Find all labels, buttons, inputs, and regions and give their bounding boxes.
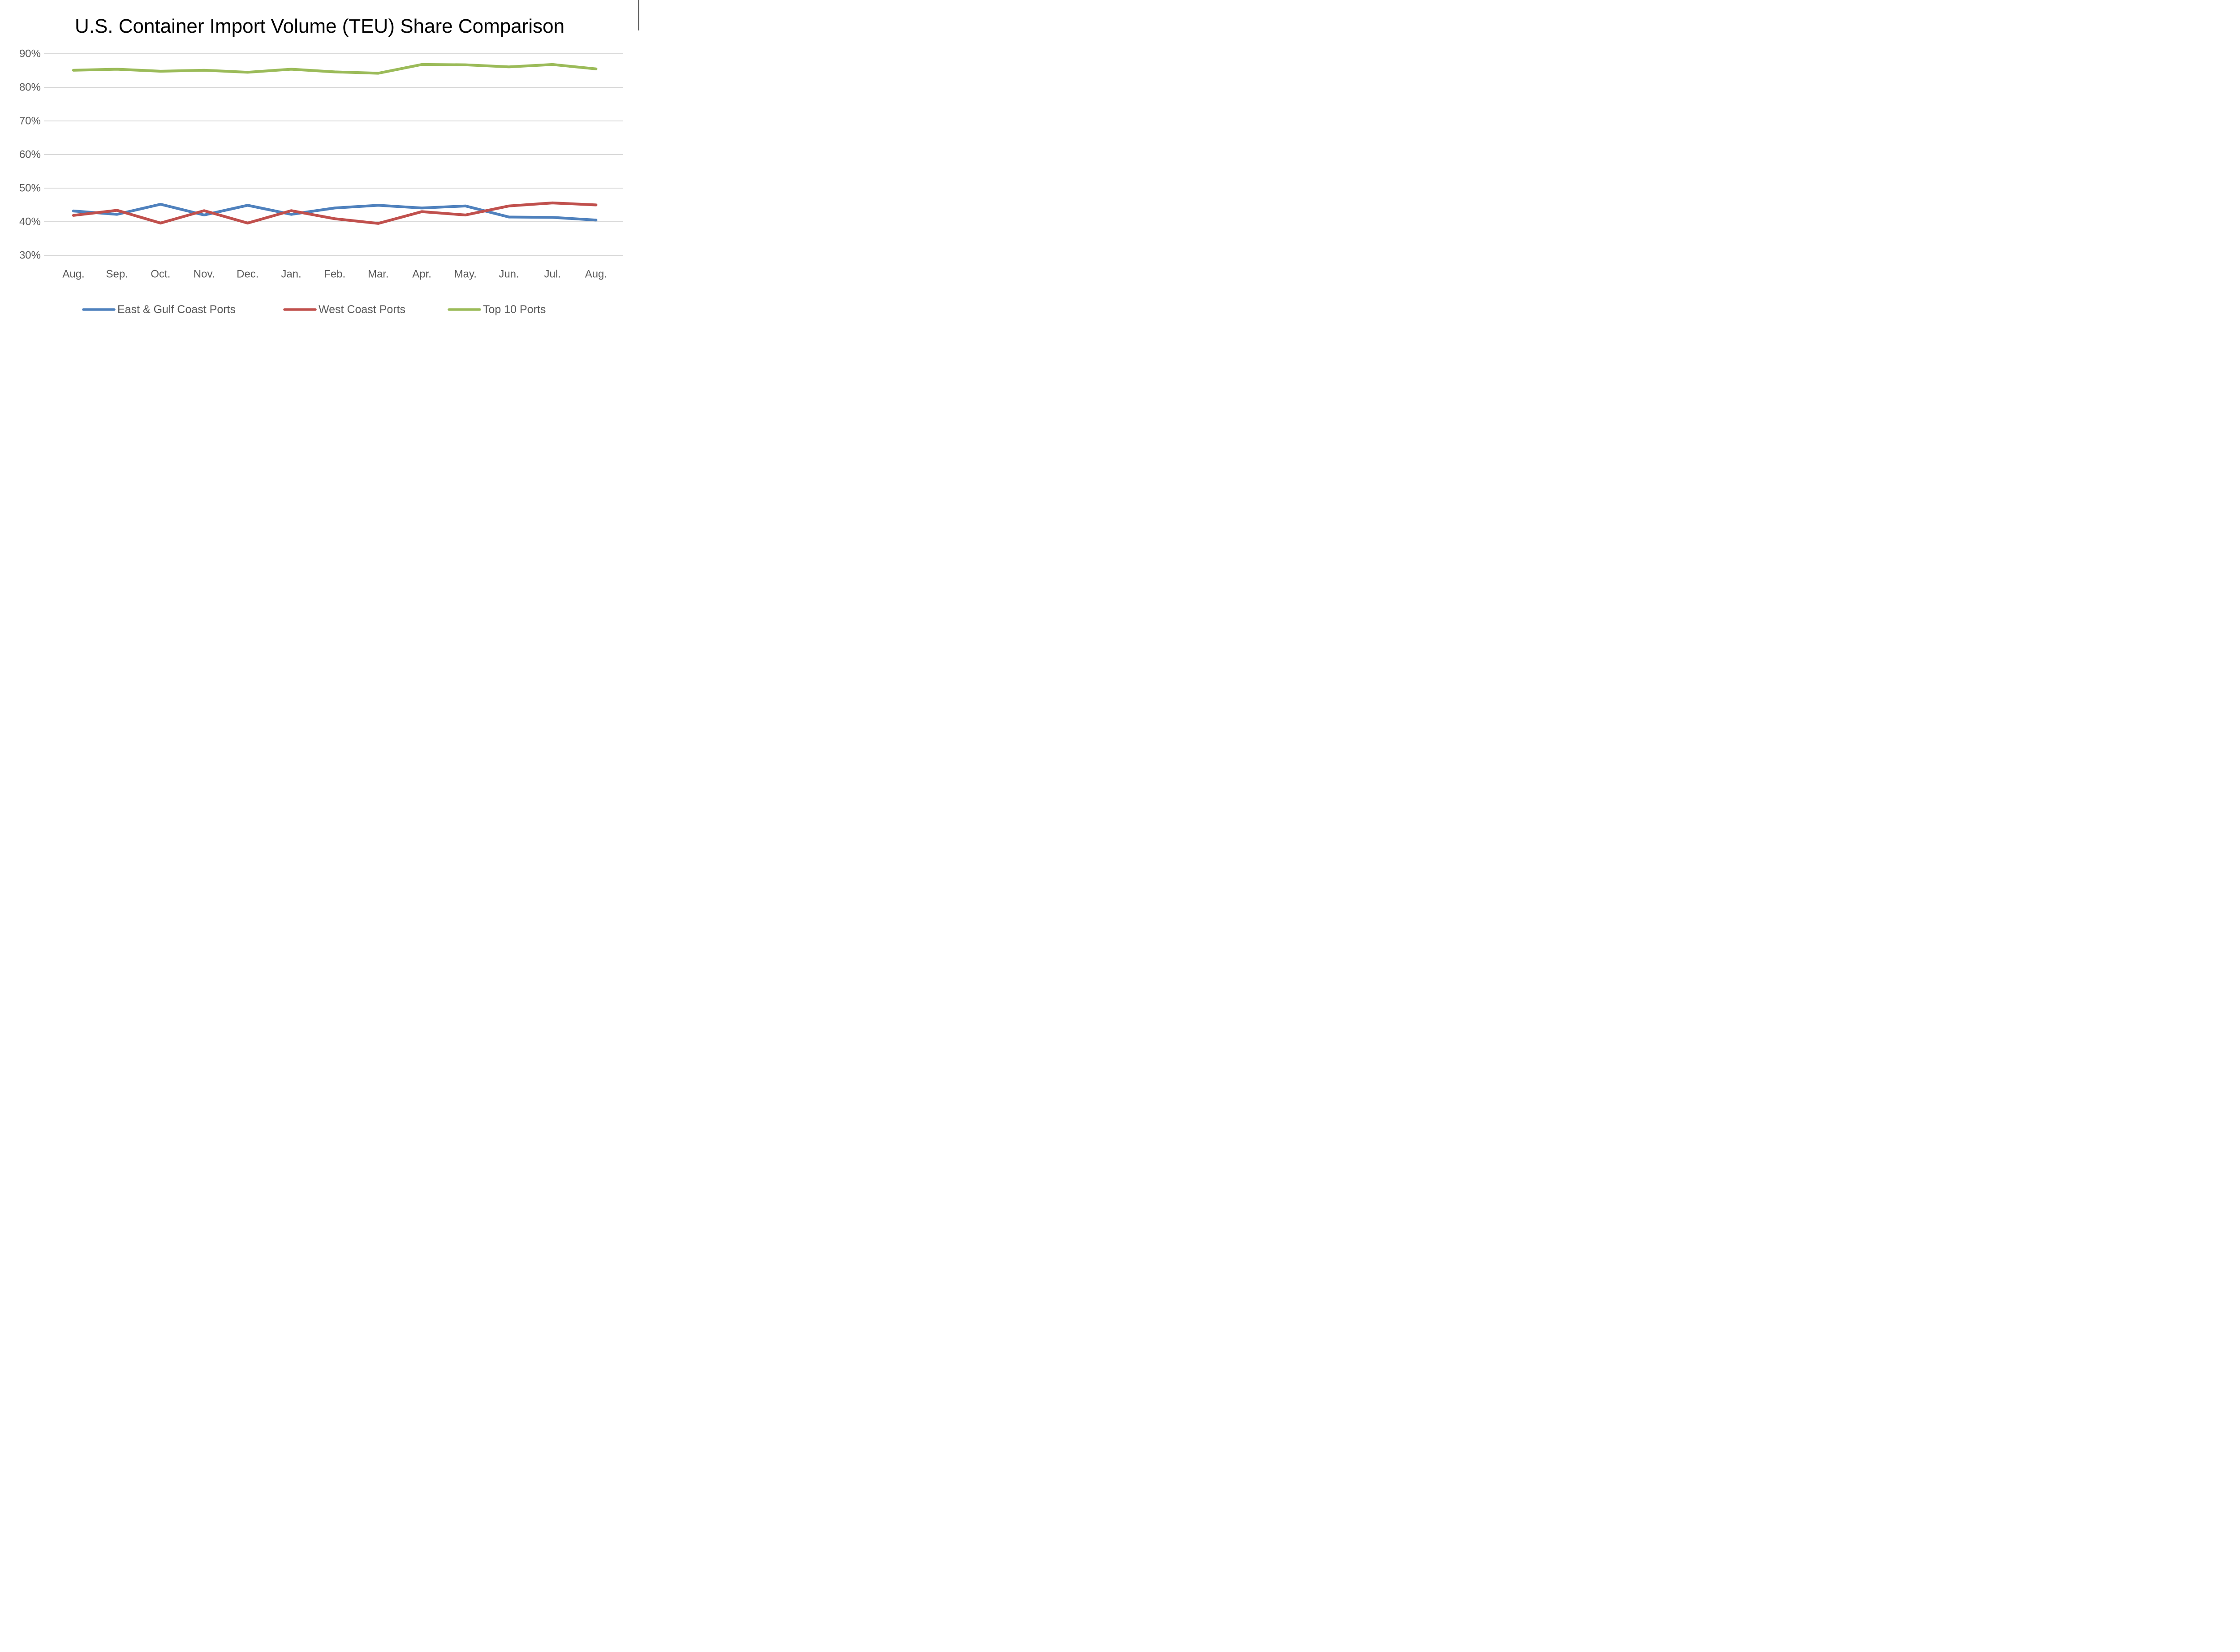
legend-label-top-10-ports: Top 10 Ports	[483, 303, 546, 316]
series-line-east-gulf-coast-ports	[72, 202, 598, 222]
screen-edge-artifact	[638, 0, 639, 30]
y-tick-label-70: 70%	[19, 115, 41, 127]
x-tick-label-12: Aug.	[585, 268, 607, 280]
y-tick-label-90: 90%	[19, 48, 41, 60]
x-tick-label-9: May.	[454, 268, 477, 280]
y-tick-label-60: 60%	[19, 149, 41, 161]
y-tick-label-40: 40%	[19, 216, 41, 228]
legend-label-west-coast-ports: West Coast Ports	[319, 303, 405, 316]
x-tick-label-11: Jul.	[544, 268, 561, 280]
series-line-west-coast-ports	[72, 201, 598, 225]
x-tick-label-10: Jun.	[499, 268, 519, 280]
x-tick-label-6: Feb.	[324, 268, 345, 280]
x-tick-label-7: Mar.	[368, 268, 389, 280]
x-tick-label-1: Sep.	[106, 268, 128, 280]
chart-container: U.S. Container Import Volume (TEU) Share…	[0, 0, 639, 331]
series-line-top-10-ports	[72, 63, 598, 75]
y-tick-label-30: 30%	[19, 250, 41, 262]
y-tick-label-80: 80%	[19, 82, 41, 94]
chart-title: U.S. Container Import Volume (TEU) Share…	[74, 15, 565, 37]
legend-label-east-gulf-coast-ports: East & Gulf Coast Ports	[117, 303, 236, 316]
x-tick-label-0: Aug.	[62, 268, 84, 280]
x-tick-label-4: Dec.	[237, 268, 258, 280]
plot-svg: 90% 80% 70% 60% 50% 40% 30% Aug. Sep. Oct. Nov. Dec…	[19, 48, 623, 316]
x-tick-label-2: Oct.	[151, 268, 170, 280]
x-tick-label-8: Apr.	[412, 268, 431, 280]
x-tick-label-3: Nov.	[194, 268, 215, 280]
y-tick-label-50: 50%	[19, 182, 41, 194]
x-tick-label-5: Jan.	[281, 268, 301, 280]
